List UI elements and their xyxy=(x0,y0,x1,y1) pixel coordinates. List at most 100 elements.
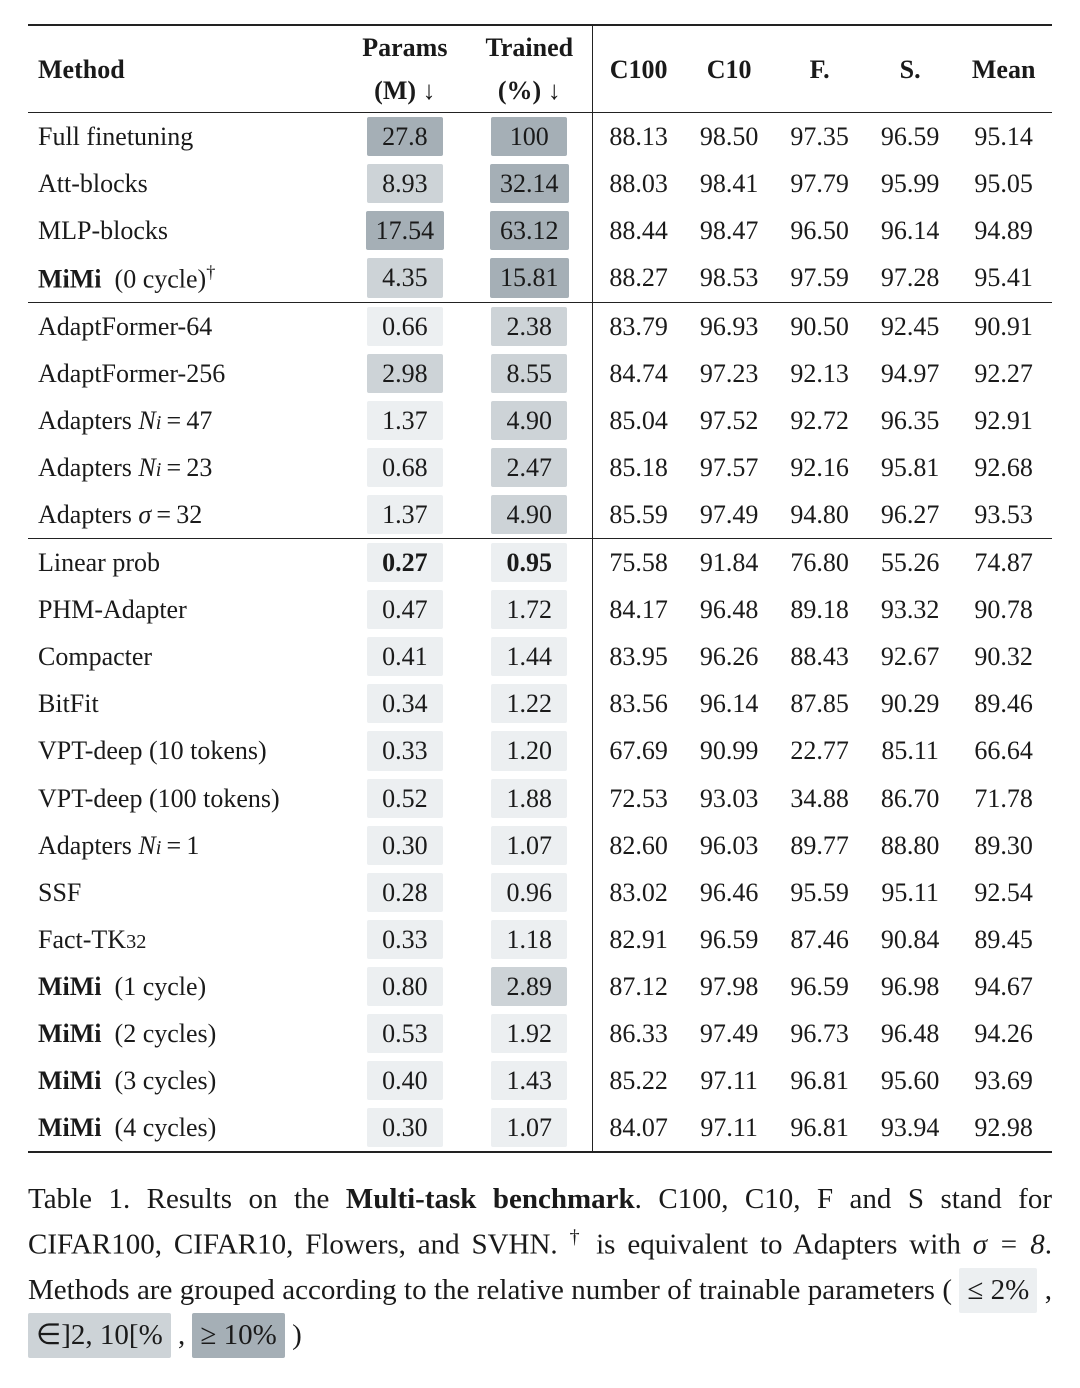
params-chip: 17.54 xyxy=(366,211,445,250)
col-trained: Trained xyxy=(466,25,592,69)
trained-chip: 4.90 xyxy=(491,401,567,440)
cell-params: 0.66 xyxy=(343,302,466,350)
params-chip: 4.35 xyxy=(367,258,443,297)
cell-params: 0.47 xyxy=(343,586,466,633)
cell-trained: 1.43 xyxy=(466,1057,592,1104)
legend-chip-le2: ≤ 2% xyxy=(959,1268,1037,1313)
cell-s: 95.81 xyxy=(865,444,955,491)
cell-method: MiMi (3 cycles) xyxy=(28,1057,343,1104)
cell-trained: 1.72 xyxy=(466,586,592,633)
cell-f: 90.50 xyxy=(774,302,864,350)
table-row: MiMi (1 cycle)0.802.8987.1297.9896.5996.… xyxy=(28,963,1052,1010)
cell-trained: 100 xyxy=(466,113,592,161)
params-chip: 27.8 xyxy=(367,117,443,156)
trained-chip: 4.90 xyxy=(491,495,567,534)
cell-params: 0.53 xyxy=(343,1010,466,1057)
cell-c100: 87.12 xyxy=(593,963,684,1010)
cell-c10: 98.47 xyxy=(684,207,774,254)
table-caption: Table 1. Results on the Multi-task bench… xyxy=(28,1177,1052,1357)
cell-c100: 85.04 xyxy=(593,397,684,444)
cell-s: 93.32 xyxy=(865,586,955,633)
table-row: Compacter0.411.4483.9596.2688.4392.6790.… xyxy=(28,633,1052,680)
cell-c100: 88.13 xyxy=(593,113,684,161)
caption-sigma: σ = 8 xyxy=(973,1229,1045,1261)
cell-params: 0.30 xyxy=(343,822,466,869)
cell-trained: 0.96 xyxy=(466,869,592,916)
trained-chip: 1.07 xyxy=(491,826,567,865)
trained-chip: 100 xyxy=(491,117,567,156)
cell-method: Att-blocks xyxy=(28,160,343,207)
params-chip: 1.37 xyxy=(367,495,443,534)
trained-chip: 1.88 xyxy=(491,779,567,818)
cell-mean: 71.78 xyxy=(955,775,1052,822)
caption-close: ) xyxy=(285,1319,302,1351)
cell-s: 92.45 xyxy=(865,302,955,350)
cell-params: 0.27 xyxy=(343,539,466,587)
table-body: Full finetuning27.810088.1398.5097.3596.… xyxy=(28,113,1052,1153)
cell-trained: 32.14 xyxy=(466,160,592,207)
cell-c100: 84.74 xyxy=(593,350,684,397)
cell-mean: 89.46 xyxy=(955,680,1052,727)
cell-trained: 2.38 xyxy=(466,302,592,350)
cell-mean: 90.32 xyxy=(955,633,1052,680)
cell-f: 34.88 xyxy=(774,775,864,822)
cell-f: 92.16 xyxy=(774,444,864,491)
cell-c100: 82.60 xyxy=(593,822,684,869)
cell-s: 95.60 xyxy=(865,1057,955,1104)
cell-mean: 92.68 xyxy=(955,444,1052,491)
cell-trained: 1.44 xyxy=(466,633,592,680)
col-params: Params xyxy=(343,25,466,69)
cell-s: 88.80 xyxy=(865,822,955,869)
cell-params: 0.40 xyxy=(343,1057,466,1104)
cell-trained: 1.88 xyxy=(466,775,592,822)
table-row: Linear prob0.270.9575.5891.8476.8055.267… xyxy=(28,539,1052,587)
cell-mean: 93.53 xyxy=(955,491,1052,539)
cell-trained: 15.81 xyxy=(466,254,592,302)
cell-f: 96.50 xyxy=(774,207,864,254)
params-chip: 1.37 xyxy=(367,401,443,440)
cell-c100: 85.18 xyxy=(593,444,684,491)
cell-s: 86.70 xyxy=(865,775,955,822)
cell-c10: 97.98 xyxy=(684,963,774,1010)
trained-chip: 1.72 xyxy=(491,590,567,629)
cell-c100: 83.79 xyxy=(593,302,684,350)
trained-chip: 1.22 xyxy=(491,684,567,723)
cell-mean: 95.05 xyxy=(955,160,1052,207)
cell-method: Adapters Ni = 47 xyxy=(28,397,343,444)
cell-c100: 88.27 xyxy=(593,254,684,302)
cell-params: 17.54 xyxy=(343,207,466,254)
cell-mean: 66.64 xyxy=(955,727,1052,774)
cell-f: 87.85 xyxy=(774,680,864,727)
trained-chip: 2.89 xyxy=(491,967,567,1006)
cell-c100: 84.17 xyxy=(593,586,684,633)
dagger-icon: † xyxy=(570,1226,585,1248)
cell-f: 89.18 xyxy=(774,586,864,633)
cell-c10: 97.11 xyxy=(684,1057,774,1104)
trained-chip: 1.18 xyxy=(491,920,567,959)
cell-s: 95.99 xyxy=(865,160,955,207)
cell-mean: 89.30 xyxy=(955,822,1052,869)
cell-trained: 0.95 xyxy=(466,539,592,587)
caption-sep2: , xyxy=(171,1319,193,1351)
params-chip: 0.47 xyxy=(367,590,443,629)
cell-method: PHM-Adapter xyxy=(28,586,343,633)
cell-params: 0.41 xyxy=(343,633,466,680)
cell-trained: 63.12 xyxy=(466,207,592,254)
col-s: S. xyxy=(865,25,955,113)
cell-trained: 1.92 xyxy=(466,1010,592,1057)
results-table: Method Params Trained C100 C10 F. S. Mea… xyxy=(28,24,1052,1153)
cell-c10: 96.93 xyxy=(684,302,774,350)
cell-method: BitFit xyxy=(28,680,343,727)
table-row: MLP-blocks17.5463.1288.4498.4796.5096.14… xyxy=(28,207,1052,254)
params-chip: 0.33 xyxy=(367,731,443,770)
cell-mean: 94.67 xyxy=(955,963,1052,1010)
table-row: VPT-deep (100 tokens)0.521.8872.5393.033… xyxy=(28,775,1052,822)
table-row: Full finetuning27.810088.1398.5097.3596.… xyxy=(28,113,1052,161)
cell-c100: 86.33 xyxy=(593,1010,684,1057)
cell-c10: 96.03 xyxy=(684,822,774,869)
trained-chip: 1.07 xyxy=(491,1108,567,1147)
cell-f: 96.73 xyxy=(774,1010,864,1057)
cell-trained: 1.18 xyxy=(466,916,592,963)
cell-c100: 84.07 xyxy=(593,1104,684,1152)
cell-c10: 97.57 xyxy=(684,444,774,491)
